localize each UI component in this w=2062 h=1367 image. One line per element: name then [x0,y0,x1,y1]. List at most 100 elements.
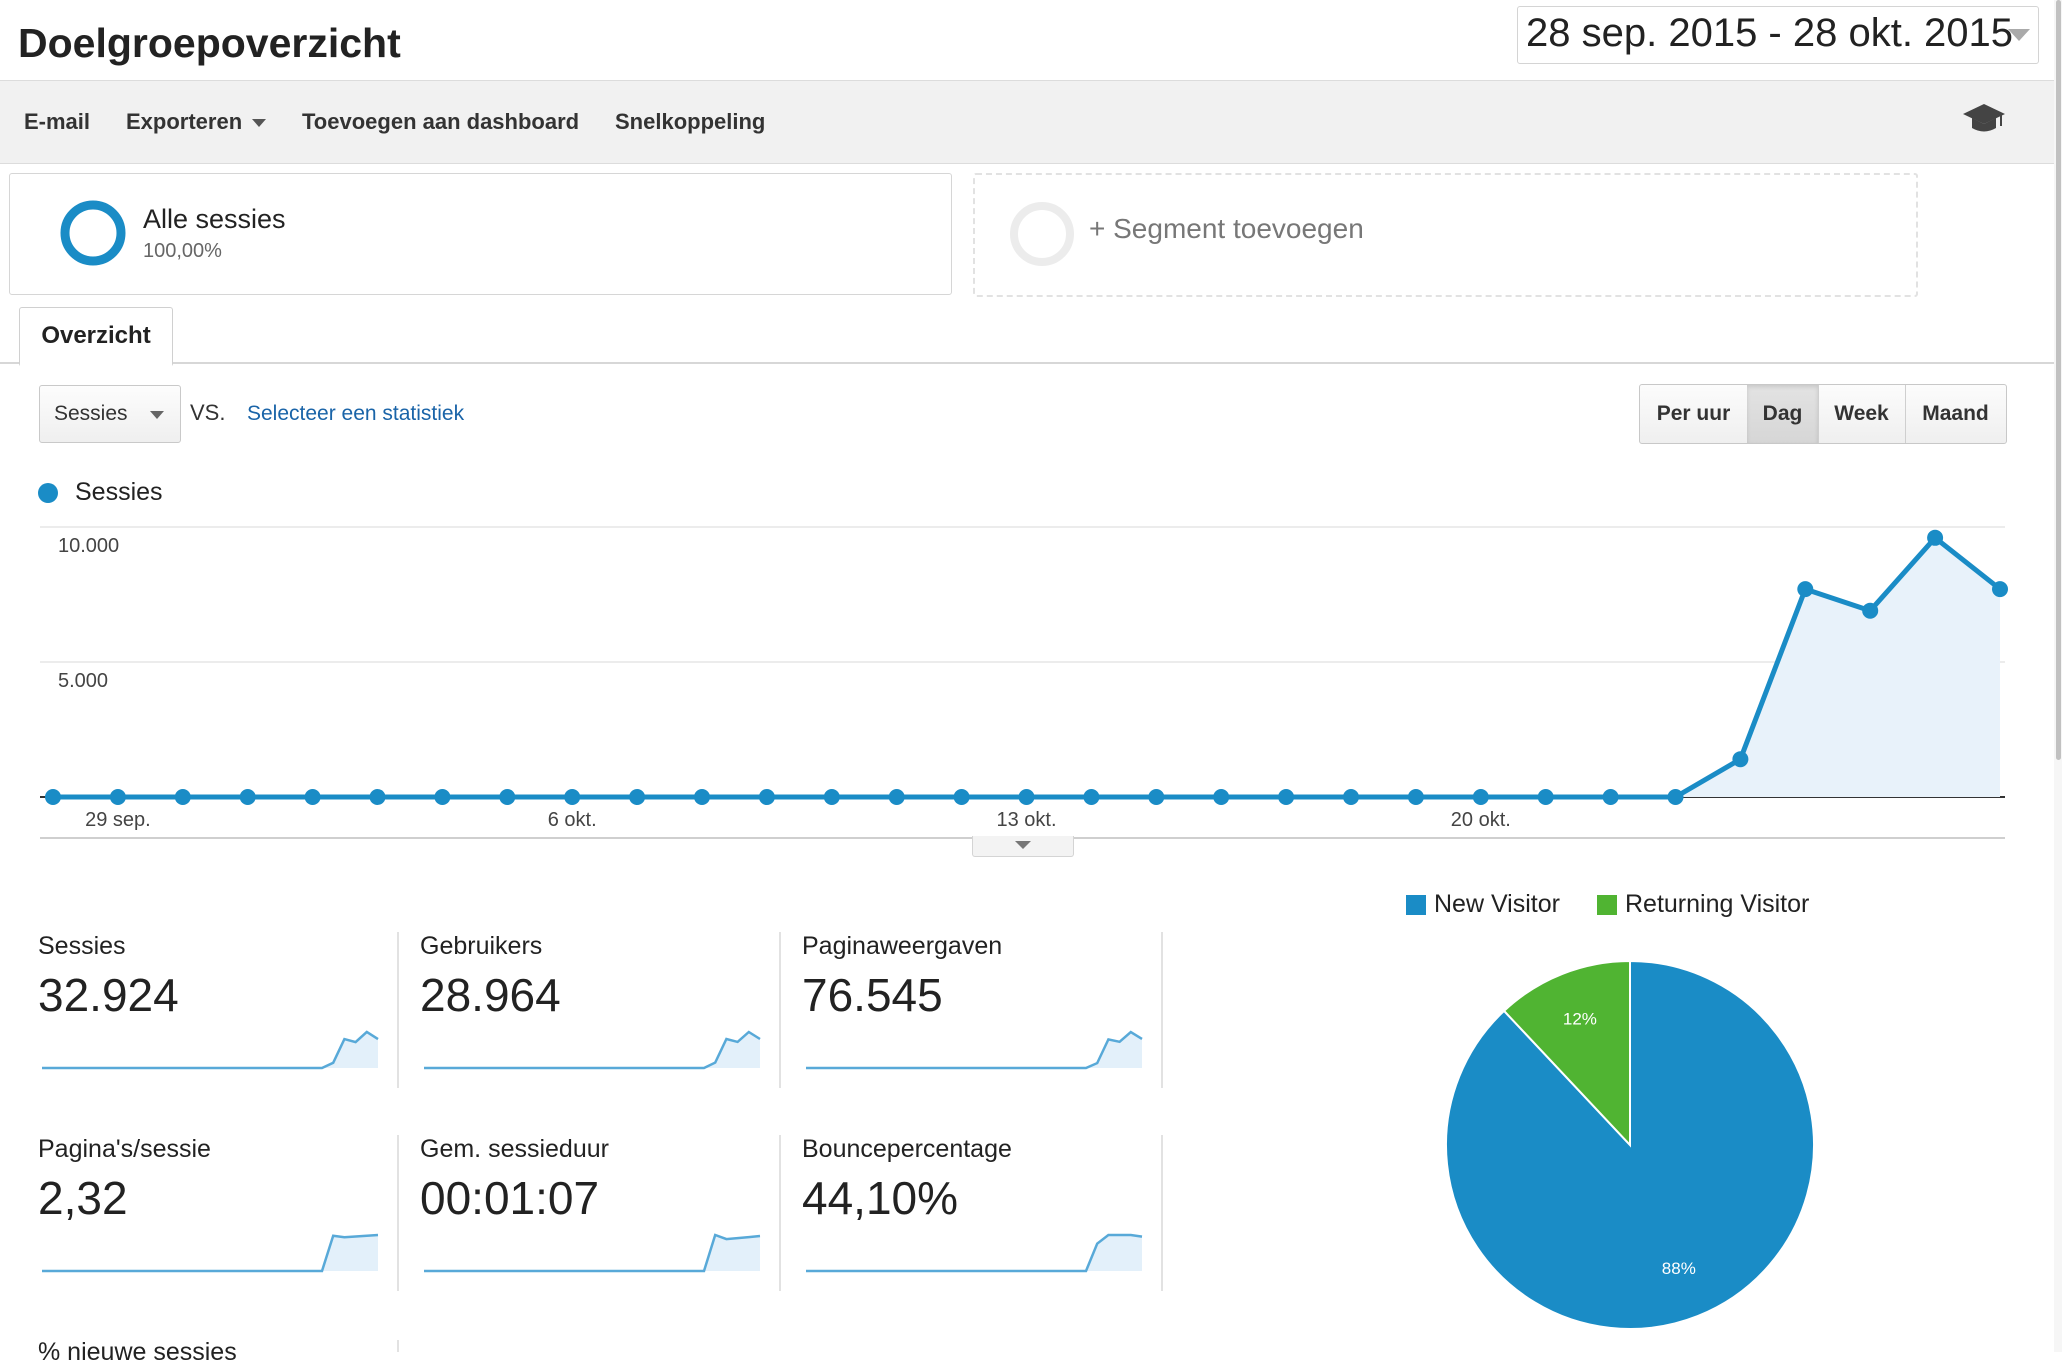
data-point[interactable] [1083,789,1100,805]
data-point[interactable] [564,789,581,805]
sparkline-line [42,1233,379,1273]
sessions-line-chart[interactable]: 5.000 10.000 29 sep. 6 okt. 13 okt. 20 okt. [0,500,2062,860]
data-point[interactable] [1213,789,1230,805]
scorecard-sparkline [424,1030,761,1070]
date-range-picker[interactable]: 28 sep. 2015 - 28 okt. 2015 [1517,6,2039,64]
legend-label-new-visitor[interactable]: New Visitor [1434,890,1560,918]
data-point[interactable] [45,789,61,805]
scorecard-sparkline [42,1030,379,1070]
data-point[interactable] [888,789,905,805]
scorecard[interactable]: Sessies 32.924 [38,932,398,1097]
add-segment-button[interactable]: + Segment toevoegen [973,173,1918,297]
data-point[interactable] [629,789,646,805]
card-divider [397,1340,399,1352]
x-tick-label: 6 okt. [548,809,597,831]
pie-legend: New Visitor Returning Visitor [1404,890,1904,926]
vs-label: VS. [190,400,226,425]
data-point[interactable] [1148,789,1165,805]
data-point[interactable] [1927,529,1944,546]
data-point[interactable] [174,789,191,805]
data-point[interactable] [694,789,710,805]
x-tick-label: 20 okt. [1451,809,1511,831]
data-point[interactable] [434,789,451,805]
scorecard[interactable]: Gebruikers 28.964 [420,932,780,1097]
segment-all-sessions[interactable]: Alle sessies 100,00% [9,173,952,295]
scorecard-value: 76.545 [802,969,943,1021]
period-week-button[interactable]: Week [1818,385,1906,443]
page-header: Doelgroepoverzicht 28 sep. 2015 - 28 okt… [0,0,2062,80]
data-point[interactable] [758,789,775,805]
legend-label-returning-visitor[interactable]: Returning Visitor [1625,890,1810,918]
scorecard[interactable]: Gem. sessieduur 00:01:07 [420,1135,780,1300]
add-segment-label: + Segment toevoegen [1089,213,1364,244]
scrollbar-thumb[interactable] [2056,0,2061,760]
scorecard-value: 2,32 [38,1172,128,1224]
data-point[interactable] [239,789,256,805]
pie-slices[interactable] [1445,959,1815,1330]
period-hourly-button[interactable]: Per uur [1640,385,1748,443]
data-point[interactable] [1018,789,1035,805]
sparkline-line [424,1233,761,1273]
data-point[interactable] [109,789,126,805]
legend-swatch-new-visitor [1406,895,1426,915]
sparkline-area [806,1032,1142,1068]
tab-overview[interactable]: Overzicht [19,307,173,366]
pie-slice[interactable] [1502,959,1631,1148]
select-statistic-link[interactable]: Selecteer een statistiek [247,402,465,425]
x-axis-ticks: 29 sep. 6 okt. 13 okt. 20 okt. [85,809,1511,831]
data-point[interactable] [1407,789,1424,805]
sparkline-area [424,1235,760,1271]
scorecard-label: Paginaweergaven [802,932,1003,960]
legend-marker [38,483,58,503]
scorecard-sparkline [806,1233,1143,1273]
metric-select-value: Sessies [54,402,128,425]
scorecard-value: 32.924 [38,969,179,1021]
report-toolbar: E-mail Exporteren Toevoegen aan dashboar… [0,80,2062,164]
caret-down-icon [252,119,267,128]
segment-name: Alle sessies [143,204,286,234]
scorecard-sparkline [42,1233,379,1273]
email-button[interactable]: E-mail [24,109,91,134]
chart-expand-handle[interactable] [972,836,1074,857]
scorecard-sparkline [424,1233,761,1273]
x-tick-label: 29 sep. [85,809,151,831]
data-point[interactable] [1343,789,1359,805]
data-point[interactable] [1732,751,1749,768]
add-to-dashboard-button[interactable]: Toevoegen aan dashboard [302,109,580,134]
pie-slice-label: 88% [1662,1259,1696,1278]
pie-slice-label: 12% [1563,1009,1597,1028]
data-point[interactable] [1667,789,1684,805]
series-points[interactable] [45,529,2008,805]
segment-ring-icon [60,200,126,266]
scorecard-value: 00:01:07 [420,1172,600,1224]
data-point[interactable] [953,789,970,805]
scorecard-label: Bouncepercentage [802,1135,1012,1163]
period-month-button[interactable]: Maand [1922,402,1989,425]
data-point[interactable] [499,789,516,805]
period-day-button[interactable]: Dag [1747,385,1819,443]
export-button[interactable]: Exporteren [126,109,267,135]
metric-select[interactable]: Sessies [39,385,181,443]
scorecard[interactable]: Bouncepercentage 44,10% [802,1135,1162,1300]
data-point[interactable] [369,789,386,805]
graduation-cap-icon[interactable] [1962,102,2006,136]
scorecard-label: Sessies [38,932,126,960]
sparkline-line [42,1030,379,1070]
data-point[interactable] [1862,602,1879,619]
data-point[interactable] [1797,581,1814,598]
tab-baseline [0,362,2062,364]
segment-percentage: 100,00% [143,240,222,262]
data-point[interactable] [1602,789,1619,805]
scorecard[interactable]: Paginaweergaven 76.545 [802,932,1162,1097]
data-point[interactable] [823,789,840,805]
scorecard-label-more[interactable]: % nieuwe sessies [38,1338,237,1366]
scorecard[interactable]: Pagina's/sessie 2,32 [38,1135,398,1300]
data-point[interactable] [1992,581,2008,598]
data-point[interactable] [304,789,321,805]
shortcut-button[interactable]: Snelkoppeling [615,109,766,134]
data-point[interactable] [1278,789,1295,805]
data-point[interactable] [1472,789,1489,805]
series-line [53,535,2002,800]
visitor-type-pie-chart[interactable]: 88% 12% [1440,955,1820,1335]
data-point[interactable] [1537,789,1554,805]
